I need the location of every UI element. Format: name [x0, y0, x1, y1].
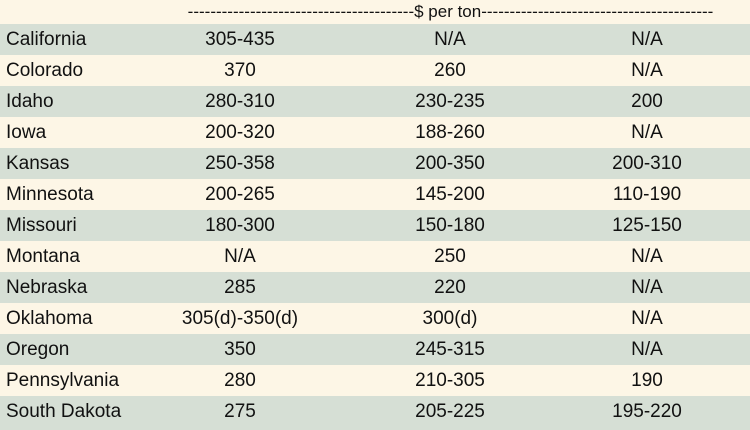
bottom-divider [0, 427, 750, 430]
price-cell-col2: 300(d) [422, 308, 478, 329]
price-cell-col3: N/A [631, 277, 663, 298]
price-cell-col3: 110-190 [612, 184, 682, 205]
price-cell-col1: 250-358 [205, 153, 275, 174]
state-cell: Minnesota [6, 184, 94, 205]
table-row: Missouri 180-300 150-180 125-150 [0, 210, 750, 241]
table-row: Oregon 350 245-315 N/A [0, 334, 750, 365]
price-cell-col3: 195-220 [612, 401, 682, 422]
state-cell: Idaho [6, 91, 54, 112]
table-row: California 305-435 N/A N/A [0, 24, 750, 55]
price-cell-col2: 145-200 [415, 184, 485, 205]
price-cell-col2: 210-305 [415, 370, 485, 391]
state-cell: California [6, 29, 87, 50]
price-cell-col2: 200-350 [415, 153, 485, 174]
state-cell: Pennsylvania [6, 370, 120, 391]
price-cell-col1: N/A [224, 246, 256, 267]
price-cell-col3: N/A [631, 29, 663, 50]
price-cell-col1: 305-435 [205, 29, 275, 50]
unit-span-label: ----------------------------------------… [187, 2, 714, 21]
state-cell: Kansas [6, 153, 70, 174]
state-cell: Iowa [6, 122, 47, 143]
table-row: Colorado 370 260 N/A [0, 55, 750, 86]
price-cell-col3: 200-310 [612, 153, 682, 174]
price-cell-col2: 245-315 [415, 339, 485, 360]
price-cell-col3: N/A [631, 122, 663, 143]
price-cell-col3: N/A [631, 308, 663, 329]
state-cell: Montana [6, 246, 80, 267]
table-row: Iowa 200-320 188-260 N/A [0, 117, 750, 148]
state-cell: Oregon [6, 339, 70, 360]
price-cell-col3: N/A [631, 60, 663, 81]
table-row: Montana N/A 250 N/A [0, 241, 750, 272]
table-row: Idaho 280-310 230-235 200 [0, 86, 750, 117]
price-cell-col1: 280-310 [205, 91, 275, 112]
price-cell-col3: 200 [631, 91, 663, 112]
table-body: California 305-435 N/A N/A Colorado 370 260 N/A… [0, 24, 750, 427]
table-header: ----------------------------------------… [0, 0, 750, 24]
price-cell-col2: 260 [434, 60, 466, 81]
price-cell-col2: 188-260 [415, 122, 485, 143]
price-cell-col2: 220 [434, 277, 466, 298]
state-cell: Nebraska [6, 277, 88, 298]
state-cell: Oklahoma [6, 308, 93, 329]
state-cell: South Dakota [6, 401, 122, 422]
price-cell-col3: N/A [631, 339, 663, 360]
price-cell-col1: 350 [224, 339, 256, 360]
price-cell-col2: 150-180 [415, 215, 485, 236]
table-row: Minnesota 200-265 145-200 110-190 [0, 179, 750, 210]
price-cell-col2: 230-235 [415, 91, 485, 112]
price-cell-col1: 180-300 [205, 215, 275, 236]
state-cell: Missouri [6, 215, 77, 236]
price-cell-col3: N/A [631, 246, 663, 267]
price-cell-col1: 370 [224, 60, 256, 81]
price-cell-col3: 190 [631, 370, 663, 391]
state-cell: Colorado [6, 60, 84, 81]
price-cell-col2: 205-225 [415, 401, 485, 422]
table-row: South Dakota 275 205-225 195-220 [0, 396, 750, 427]
price-cell-col1: 305(d)-350(d) [181, 308, 299, 329]
table-row: Oklahoma 305(d)-350(d) 300(d) N/A [0, 303, 750, 334]
price-cell-col2: N/A [434, 29, 466, 50]
price-cell-col1: 280 [224, 370, 256, 391]
table-row: Pennsylvania 280 210-305 190 [0, 365, 750, 396]
table-row: Nebraska 285 220 N/A [0, 272, 750, 303]
table-row: Kansas 250-358 200-350 200-310 [0, 148, 750, 179]
price-cell-col1: 200-320 [205, 122, 275, 143]
price-cell-col2: 250 [434, 246, 466, 267]
price-cell-col3: 125-150 [612, 215, 682, 236]
price-cell-col1: 200-265 [205, 184, 275, 205]
price-cell-col1: 275 [224, 401, 256, 422]
price-cell-col1: 285 [224, 277, 256, 298]
